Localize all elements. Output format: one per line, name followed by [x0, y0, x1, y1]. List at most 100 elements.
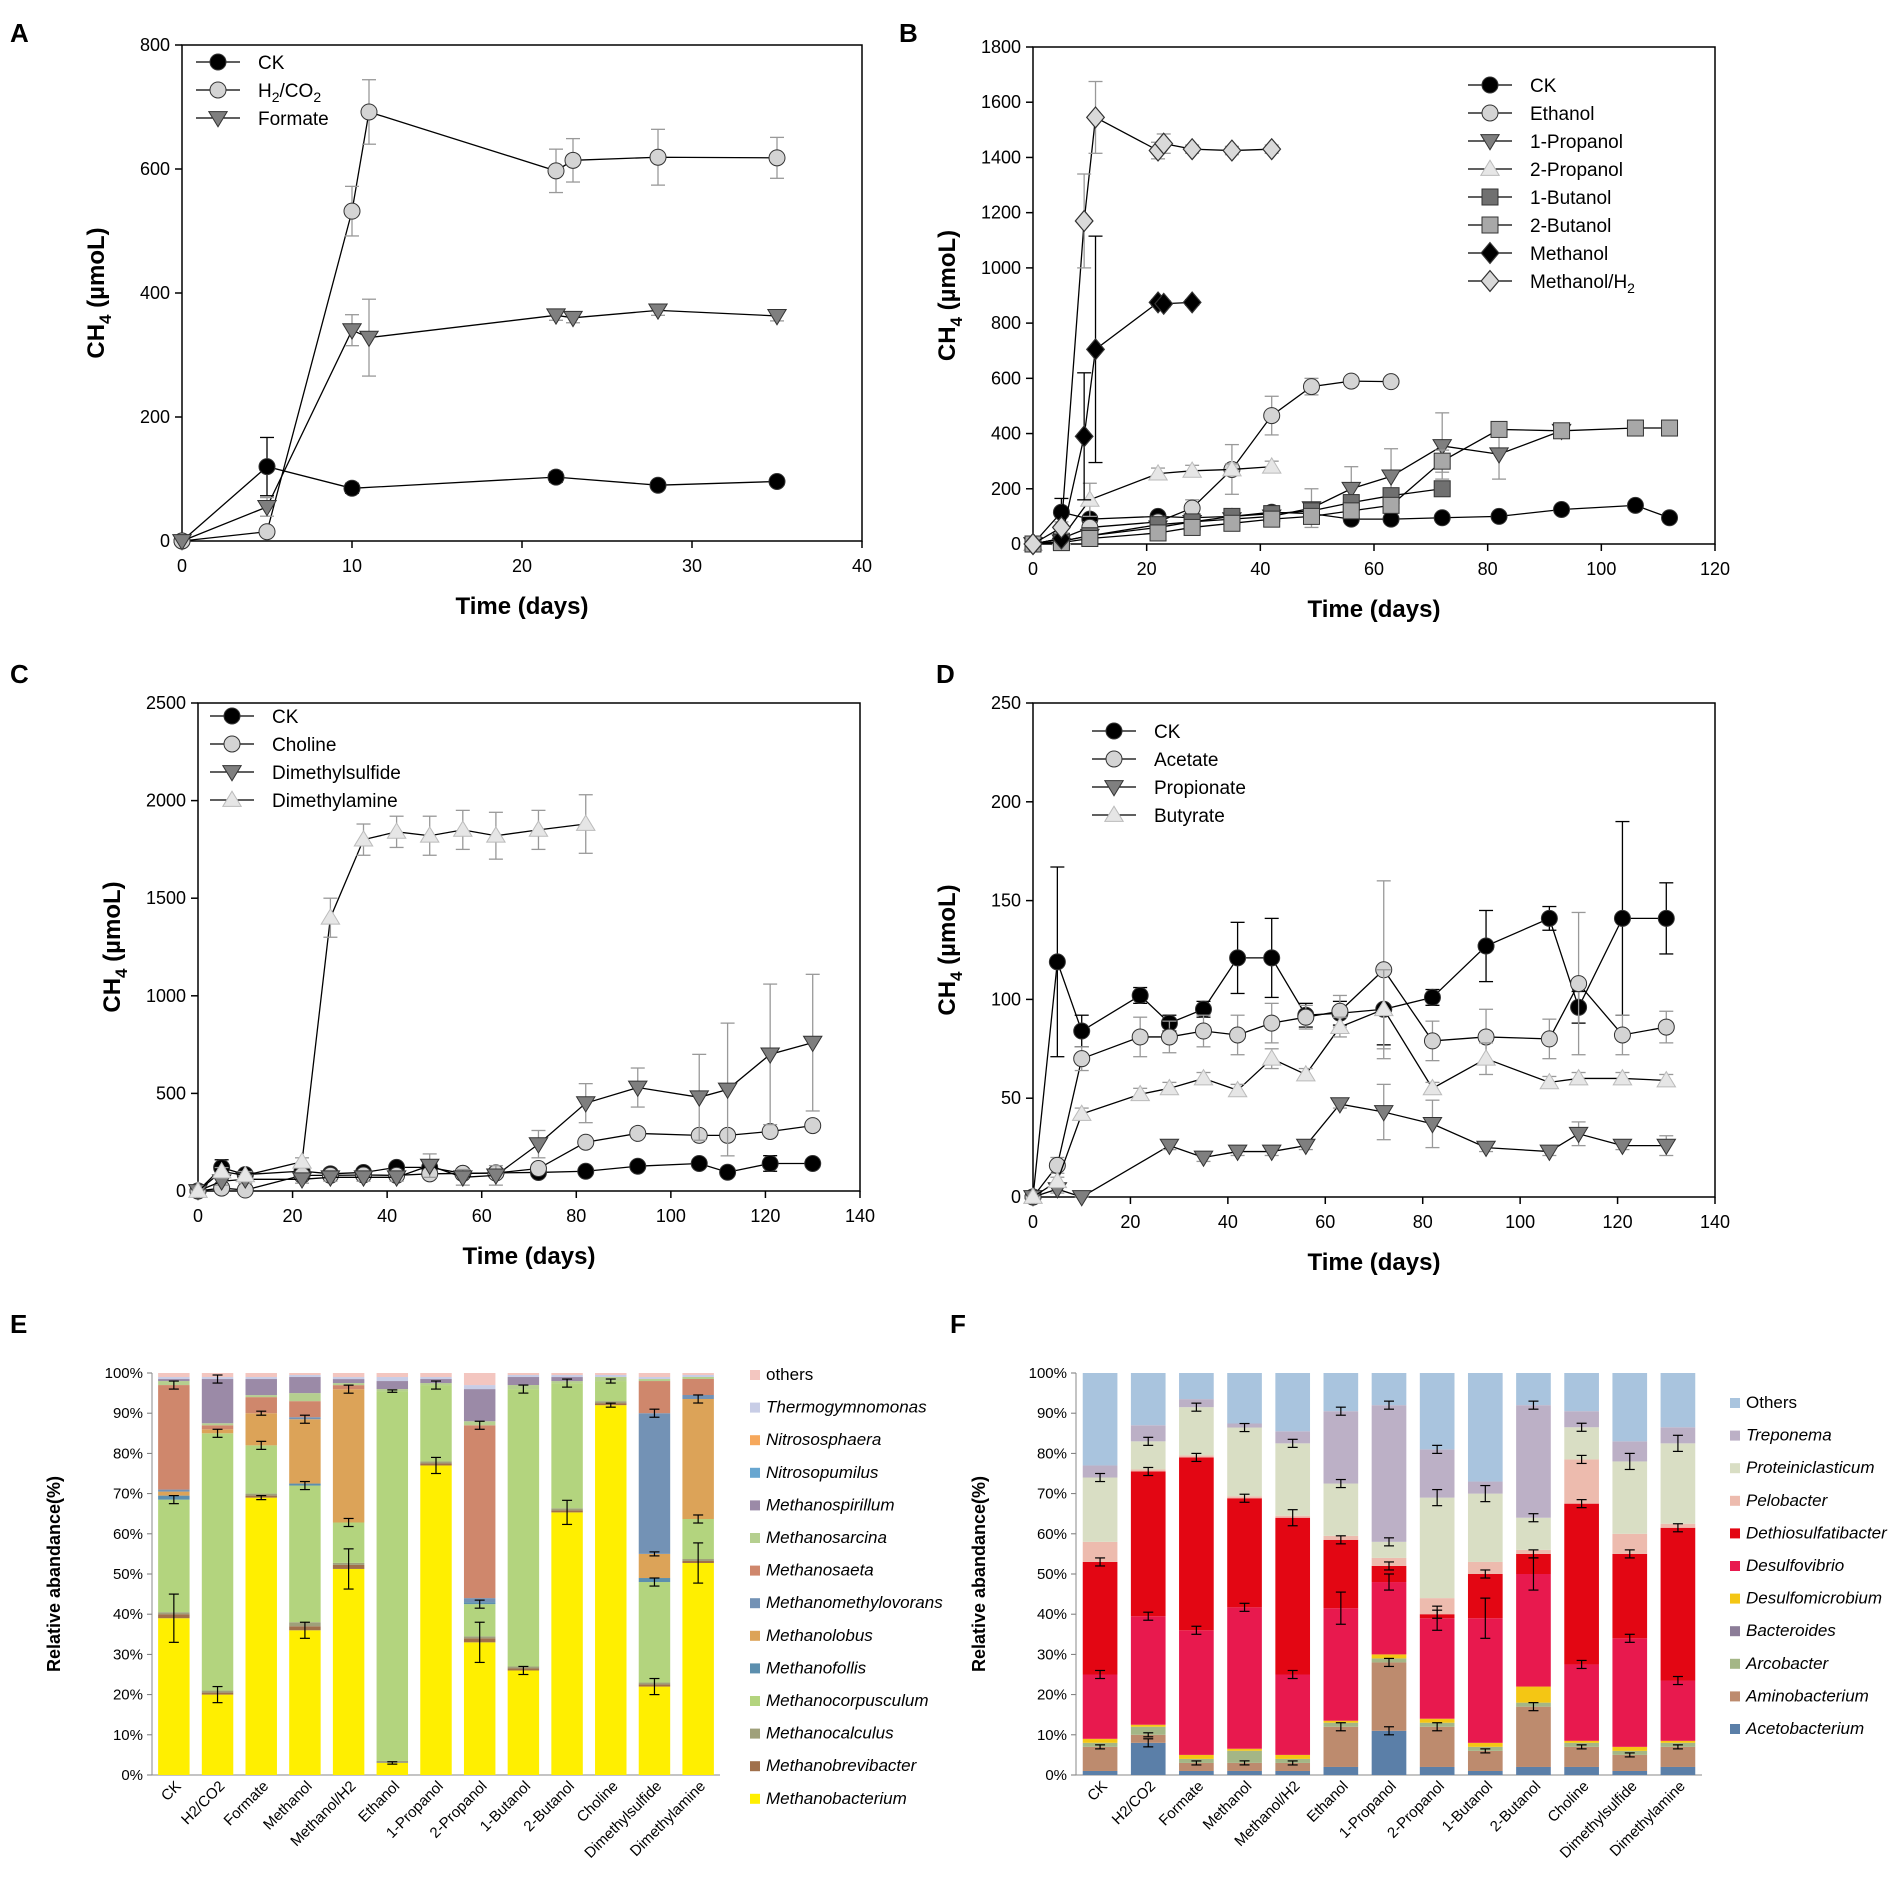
bar-segment: [1612, 1754, 1648, 1771]
x-tick-label: 120: [750, 1206, 780, 1226]
legend-entry: Methanol: [1530, 244, 1608, 265]
bar-stack: [158, 1373, 190, 1775]
data-point: [1342, 372, 1360, 390]
data-point: [547, 468, 565, 486]
bar-segment: [682, 1373, 714, 1375]
legend-text: Methanol/H: [1530, 272, 1627, 293]
bar-segment: [1130, 1616, 1166, 1725]
bar-segment: [1082, 1674, 1118, 1739]
legend-entry: Others: [1746, 1393, 1797, 1412]
data-point: [353, 1170, 374, 1188]
data-point: [1475, 1140, 1497, 1158]
series-line: [181, 309, 778, 542]
data-point: [1222, 139, 1242, 162]
data-point: [1657, 1018, 1675, 1036]
bar-segment: [1275, 1762, 1311, 1771]
data-point: [1183, 518, 1201, 536]
legend-swatch: [750, 1663, 760, 1674]
legend-entry: Treponema: [1746, 1426, 1832, 1445]
series-1-propanol: [1022, 412, 1572, 554]
data-point: [419, 1158, 440, 1176]
y-tick-label: 200: [140, 407, 170, 427]
x-tick-label: 60: [472, 1206, 492, 1226]
legend-swatch: [1730, 1724, 1740, 1734]
legend-text: Formate: [258, 109, 329, 130]
bar-segment: [1564, 1459, 1599, 1504]
x-axis-label: Time (days): [463, 1243, 596, 1270]
y-tick-label: 600: [140, 159, 170, 179]
data-point: [1423, 1032, 1441, 1050]
legend-marker: [1480, 269, 1500, 293]
y-axis-label-main: CH: [934, 326, 961, 361]
data-point: [564, 151, 582, 169]
legend-entry: Methanobacterium: [766, 1789, 907, 1808]
bar-segment: [420, 1377, 452, 1380]
data-point: [1261, 1048, 1282, 1066]
bar-segment: [595, 1401, 627, 1404]
y-tick-label: 0: [1011, 1187, 1021, 1207]
bar-stack: [1516, 1373, 1551, 1775]
x-tick-label: 80: [1413, 1212, 1433, 1232]
bar-stack: [1660, 1373, 1696, 1775]
data-point: [768, 149, 786, 167]
bar-segment: [463, 1373, 496, 1386]
data-point: [1422, 1116, 1443, 1134]
bar-stack: [1179, 1373, 1214, 1775]
bar-segment: [1130, 1742, 1166, 1775]
data-point: [1023, 532, 1043, 556]
data-point: [1295, 1138, 1316, 1156]
data-point: [1295, 1064, 1316, 1082]
bar-segment: [638, 1381, 671, 1414]
data-point: [1074, 209, 1094, 233]
bar-segment: [682, 1379, 714, 1395]
bar-segment: [1564, 1503, 1599, 1665]
bar-segment: [507, 1377, 540, 1386]
x-axis-label: Time (days): [1308, 1249, 1441, 1276]
legend-marker: [221, 790, 243, 807]
y-axis-label: Relative abandance(%): [969, 1476, 989, 1672]
series-h: [173, 79, 786, 550]
bar-segment: [1467, 1618, 1503, 1743]
data-point: [1475, 1048, 1497, 1066]
data-point: [1160, 1028, 1178, 1046]
legend-text: CK: [258, 53, 285, 74]
y-tick-label: 70%: [1037, 1486, 1067, 1503]
data-point: [386, 1170, 407, 1188]
y-tick-label: 2000: [146, 791, 186, 811]
bar-segment: [201, 1694, 234, 1775]
bar-segment: [1179, 1762, 1214, 1771]
x-tick-label: 10: [342, 556, 362, 576]
y-tick-label: 200: [991, 479, 1021, 499]
data-point: [1051, 516, 1072, 539]
y-axis-label-main: CH: [934, 981, 961, 1016]
legend-entry: Arcobacter: [1745, 1654, 1830, 1673]
y-tick-label: 250: [991, 693, 1021, 713]
data-point: [485, 825, 506, 843]
data-point: [1297, 1008, 1315, 1026]
bar-segment: [1516, 1706, 1551, 1767]
data-point: [343, 202, 361, 220]
data-point: [1154, 292, 1174, 316]
data-point: [1022, 1187, 1044, 1204]
x-tick-label: 100: [1586, 559, 1616, 579]
legend-marker: [221, 765, 243, 782]
bar-stack: [1612, 1373, 1648, 1775]
x-tick-label: 100: [656, 1206, 686, 1226]
series-methanol: [1023, 235, 1202, 556]
data-point: [1540, 909, 1558, 927]
y-tick-label: 90%: [1037, 1405, 1067, 1422]
data-point: [627, 1080, 648, 1098]
y-tick-label: 50%: [113, 1566, 143, 1583]
bar-segment: [332, 1373, 365, 1378]
data-point: [187, 1181, 209, 1198]
bar-segment: [1371, 1373, 1407, 1406]
bar-segment: [1467, 1493, 1503, 1562]
bar-segment: [1612, 1746, 1648, 1751]
data-point: [575, 1096, 596, 1113]
bar-segment: [1275, 1517, 1311, 1675]
legend-marker: [1479, 159, 1501, 176]
y-tick-label: 20%: [113, 1687, 143, 1704]
data-point: [647, 303, 669, 321]
y-tick-label: 100%: [1029, 1365, 1067, 1382]
